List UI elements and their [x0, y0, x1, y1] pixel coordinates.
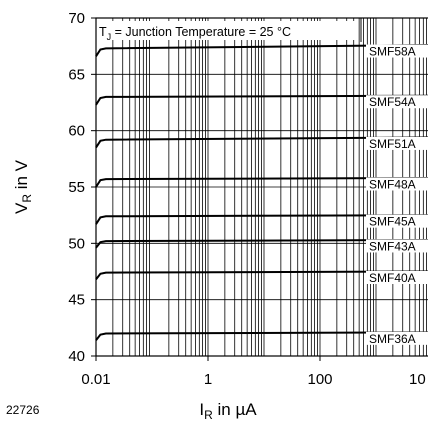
series-line [95, 44, 428, 57]
grid [96, 18, 428, 356]
series-label: SMF48A [369, 177, 416, 191]
series-labels: SMF58A SMF54A SMF51A SMF48A SMF45A SMF43A SMF4… [366, 44, 428, 346]
series-line [95, 239, 428, 249]
series-lines [95, 44, 428, 341]
y-tick-label: 55 [68, 179, 85, 196]
series-label: SMF45A [369, 215, 416, 229]
x-tick-label: 0.01 [81, 371, 110, 388]
series-label: SMF40A [369, 271, 416, 285]
series-line [95, 331, 428, 341]
y-tick-label: 40 [68, 348, 85, 365]
series-label-background [366, 239, 428, 253]
series-label-background [366, 95, 428, 109]
y-tick-label: 45 [68, 292, 85, 309]
y-tick-label: 50 [68, 235, 85, 252]
x-tick-label: 10 000 [409, 371, 428, 388]
series-label: SMF54A [369, 95, 416, 109]
series-label-background [366, 44, 428, 58]
figure-id: 22726 [6, 403, 40, 417]
temperature-annotation: TJ = Junction Temperature = 25 °C [99, 25, 291, 42]
series-label: SMF51A [369, 137, 416, 151]
annotation-background [96, 21, 358, 40]
y-axis-title: VR in V [12, 159, 34, 214]
series-label-background [366, 136, 428, 150]
axis-ticks: 0.01 1 100 10 000 40 45 50 55 60 65 70 [68, 10, 428, 388]
series-line [95, 214, 428, 225]
series-label-background [366, 271, 428, 284]
x-tick-label: 100 [307, 371, 332, 388]
y-tick-label: 60 [68, 123, 85, 140]
series-label: SMF58A [369, 45, 416, 59]
x-tick-label: 1 [204, 371, 212, 388]
x-axis-title: IR in µA [199, 400, 257, 422]
series-label: SMF36A [369, 332, 416, 346]
y-tick-label: 70 [68, 10, 85, 27]
series-label-background [366, 177, 428, 191]
series-line [95, 270, 428, 281]
series-label-background [366, 331, 428, 345]
series-line [95, 136, 428, 149]
series-line [95, 177, 428, 188]
y-tick-label: 65 [68, 66, 85, 83]
series-line [95, 94, 428, 106]
series-label: SMF43A [369, 239, 416, 253]
series-label-background [366, 214, 428, 228]
